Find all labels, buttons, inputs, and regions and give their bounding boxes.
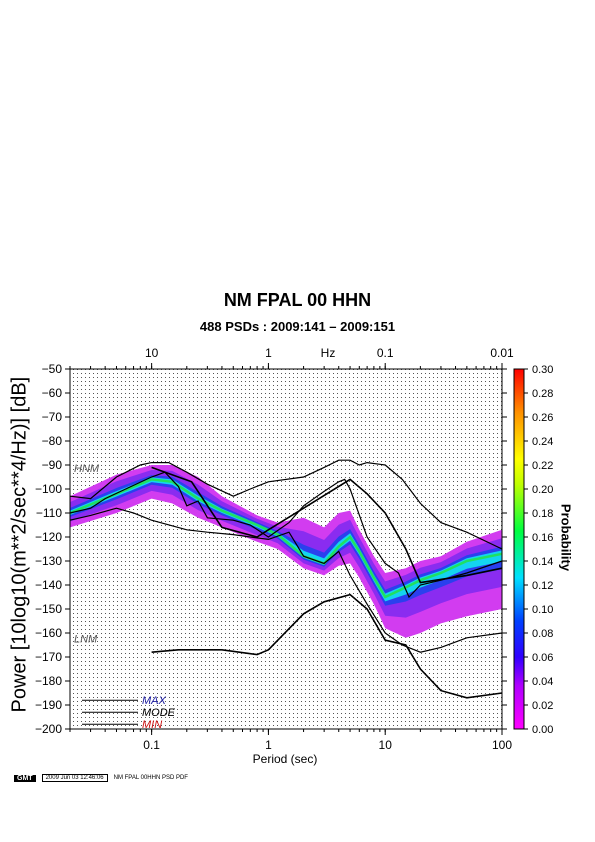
footer-caption: NM FPAL 00HHN PSD PDF <box>113 775 188 781</box>
series-line-min <box>69 507 503 653</box>
hnm-label: HNM <box>74 463 100 475</box>
lnm-label: LNM <box>74 634 98 646</box>
y-tick-label: −110 <box>36 506 62 520</box>
y-tick-label: −130 <box>35 554 62 568</box>
x-tick-label: 0.1 <box>143 738 160 752</box>
top-tick-label: 10 <box>145 346 159 360</box>
colorbar-tick-label: 0.00 <box>532 724 553 736</box>
colorbar-tick-label: 0.14 <box>532 556 553 568</box>
gmt-logo: GMT <box>14 774 36 782</box>
footer: GMT 2009 Jun 03 12:46:06 NM FPAL 00HHN P… <box>14 774 188 782</box>
colorbar-tick-label: 0.30 <box>532 364 553 376</box>
top-tick-label: 0.1 <box>377 346 394 360</box>
y-tick-label: −180 <box>35 674 62 688</box>
y-tick-label: −190 <box>35 698 62 712</box>
series-line-mode <box>69 471 503 599</box>
y-tick-label: −50 <box>42 362 63 376</box>
colorbar-tick-label: 0.24 <box>532 436 553 448</box>
colorbar-tick-label: 0.18 <box>532 508 553 520</box>
chart-title: NM FPAL 00 HHN <box>223 290 372 310</box>
colorbar-label: Probability <box>558 503 574 572</box>
y-tick-label: −90 <box>42 458 63 472</box>
y-tick-label: −150 <box>35 602 62 616</box>
colorbar-tick-label: 0.08 <box>532 628 553 640</box>
legend-label-max: MAX <box>142 695 167 707</box>
colorbar <box>513 368 525 730</box>
top-tick-label: 0.01 <box>490 346 514 360</box>
x-tick-label: 1 <box>265 738 272 752</box>
y-tick-label: −140 <box>35 578 62 592</box>
series-line-nhnm <box>151 466 503 584</box>
x-axis-label: Period (sec) <box>252 752 318 766</box>
y-tick-label: −80 <box>42 434 63 448</box>
colorbar-tick-label: 0.04 <box>532 676 553 688</box>
x-tick-label: 10 <box>379 738 393 752</box>
colorbar-tick-label: 0.06 <box>532 652 553 664</box>
y-tick-label: −160 <box>35 626 62 640</box>
colorbar-tick-label: 0.22 <box>532 460 553 472</box>
top-axis-label: Hz <box>321 346 336 360</box>
colorbar-tick-label: 0.02 <box>532 700 553 712</box>
series-line-max <box>69 459 503 550</box>
y-axis-label: Power [10log10(m**2/sec**4/Hz)] [dB] <box>8 376 31 713</box>
chart-subtitle: 488 PSDs : 2009:141 – 2009:151 <box>199 319 396 334</box>
colorbar-tick-label: 0.16 <box>532 532 553 544</box>
y-tick-label: −70 <box>42 410 63 424</box>
x-tick-label: 100 <box>492 738 512 752</box>
y-tick-label: −170 <box>35 650 62 664</box>
plot-frame <box>69 368 503 730</box>
legend-label-mode: MODE <box>142 707 176 719</box>
colorbar-tick-label: 0.20 <box>532 484 553 496</box>
y-tick-label: −120 <box>35 530 62 544</box>
colorbar-tick-label: 0.12 <box>532 580 553 592</box>
colorbar-tick-label: 0.28 <box>532 388 553 400</box>
density-core <box>70 477 502 602</box>
top-tick-label: 1 <box>265 346 272 360</box>
y-tick-label: −100 <box>35 482 62 496</box>
footer-timestamp: 2009 Jun 03 12:46:06 <box>41 774 108 782</box>
colorbar-tick-label: 0.10 <box>532 604 553 616</box>
y-tick-label: −60 <box>42 386 63 400</box>
legend-label-min: MIN <box>142 719 162 731</box>
series-line-nlnm <box>151 593 503 699</box>
y-tick-label: −200 <box>35 722 62 736</box>
colorbar-tick-label: 0.26 <box>532 412 553 424</box>
